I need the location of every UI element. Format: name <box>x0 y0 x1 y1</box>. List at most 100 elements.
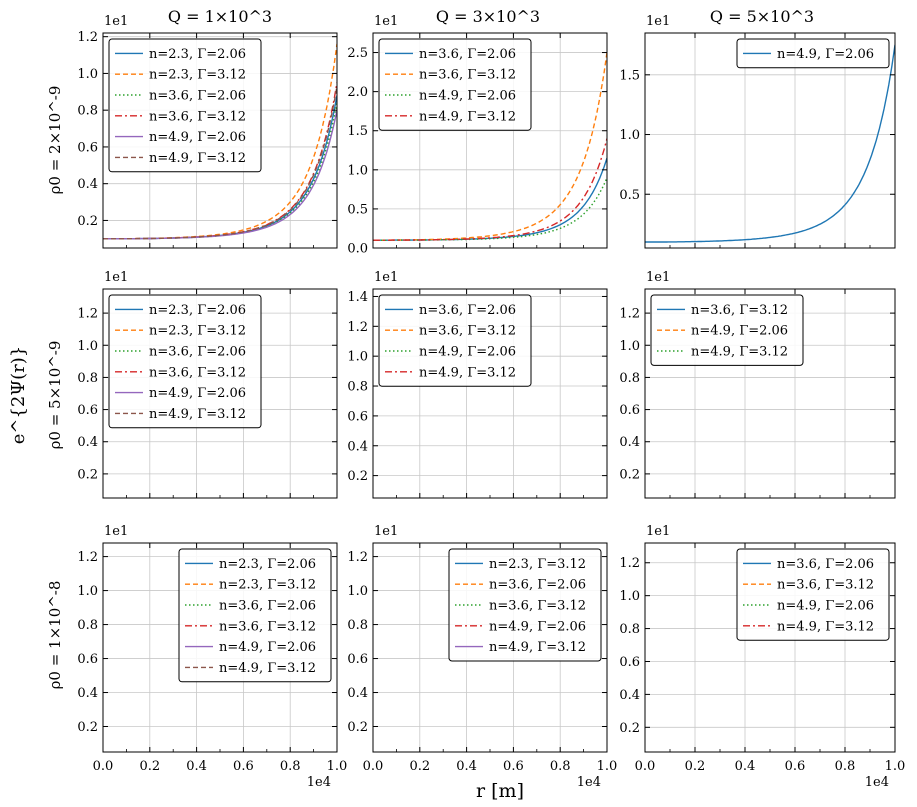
legend-label: n=4.9, Γ=3.12 <box>149 407 246 422</box>
y-tick-label: 1.0 <box>347 584 368 599</box>
legend-label: n=3.6, Γ=2.06 <box>489 578 586 593</box>
panel-r0-c2: 0.5 1.0 1.5 1e1 n=4.9, Γ=2.06 <box>619 14 896 249</box>
y-tick-label: 2.5 <box>347 46 368 61</box>
x-tick-label: 1.0 <box>885 759 906 774</box>
y-tick-label: 1.2 <box>77 550 98 565</box>
panel-r2-c0: 0.0 0.2 0.4 0.6 0.8 1.0 0.2 0.4 0.6 0.8 1.0 1.2 1e1 1… <box>77 524 347 790</box>
y-tick-label: 0.6 <box>619 655 640 670</box>
y-tick-label: 1.0 <box>77 584 98 599</box>
legend-label: n=4.9, Γ=2.06 <box>419 89 516 104</box>
x-tick-label: 0.2 <box>139 759 160 774</box>
legend-label: n=3.6, Γ=3.12 <box>149 109 246 124</box>
legend-label: n=3.6, Γ=3.12 <box>419 68 516 83</box>
legend: n=2.3, Γ=3.12 n=3.6, Γ=2.06 n=3.6, Γ=3.12 n… <box>448 548 602 662</box>
x-tick-label: 0.2 <box>685 759 706 774</box>
y-tick-label: 0.5 <box>347 202 368 217</box>
series-line-3 <box>103 82 337 240</box>
y-offset-label: 1e1 <box>374 524 398 539</box>
x-offset-label: 1e4 <box>865 775 889 790</box>
legend-frame <box>650 294 804 366</box>
legend-label: n=3.6, Γ=2.06 <box>149 345 246 360</box>
legend-label: n=4.9, Γ=3.12 <box>149 151 246 166</box>
y-tick-label: 2.0 <box>347 85 368 100</box>
legend: n=3.6, Γ=2.06 n=3.6, Γ=3.12 n=4.9, Γ=2.06 n… <box>378 294 532 387</box>
legend-label: n=4.9, Γ=2.06 <box>777 599 874 614</box>
x-tick-label: 0.6 <box>503 759 524 774</box>
y-tick-label: 0.4 <box>347 686 368 701</box>
series-line-3 <box>373 138 607 241</box>
y-tick-label: 0.8 <box>619 622 640 637</box>
x-tick-label: 0.0 <box>635 759 656 774</box>
legend-label: n=4.9, Γ=3.12 <box>777 619 874 634</box>
legend-label: n=2.3, Γ=2.06 <box>149 47 246 62</box>
legend-label: n=2.3, Γ=2.06 <box>219 557 316 572</box>
y-tick-label: 1.0 <box>347 350 368 365</box>
y-tick-label: 1.0 <box>619 589 640 604</box>
y-tick-label: 0.6 <box>77 403 98 418</box>
y-tick-label: 0.2 <box>347 720 368 735</box>
y-tick-label: 1.0 <box>77 339 98 354</box>
y-tick-label: 0.4 <box>77 686 98 701</box>
series-line-0 <box>645 44 895 243</box>
legend-frame <box>108 38 262 173</box>
y-axis-label: e^{2Ψ(r)} <box>8 346 29 445</box>
y-offset-label: 1e1 <box>104 524 128 539</box>
y-tick-label: 1.2 <box>347 550 368 565</box>
y-tick-label: 0.8 <box>347 618 368 633</box>
legend-label: n=3.6, Γ=2.06 <box>149 89 246 104</box>
x-offset-label: 1e4 <box>307 775 331 790</box>
legend-frame <box>448 548 602 662</box>
y-offset-label: 1e1 <box>374 270 398 285</box>
row-label-rho-2e-9: ρ0 = 2×10^-9 <box>46 86 64 195</box>
legend-label: n=2.3, Γ=3.12 <box>149 324 246 339</box>
series-line-5 <box>103 86 337 240</box>
legend-label: n=3.6, Γ=2.06 <box>419 47 516 62</box>
legend-label: n=4.9, Γ=3.12 <box>489 640 586 655</box>
legend-frame <box>108 294 262 429</box>
y-tick-label: 1.5 <box>347 124 368 139</box>
x-tick-label: 1.0 <box>327 759 348 774</box>
legend-label: n=3.6, Γ=2.06 <box>419 303 516 318</box>
x-tick-label: 0.6 <box>233 759 254 774</box>
legend: n=2.3, Γ=2.06 n=2.3, Γ=3.12 n=3.6, Γ=2.06 n… <box>108 294 262 429</box>
column-title-q3: Q = 3×10^3 <box>436 7 540 26</box>
series-line-2 <box>373 177 607 241</box>
y-offset-label: 1e1 <box>104 14 128 29</box>
y-tick-label: 0.6 <box>77 652 98 667</box>
legend-label: n=4.9, Γ=2.06 <box>149 130 246 145</box>
x-tick-label: 0.4 <box>456 759 477 774</box>
legend-label: n=3.6, Γ=3.12 <box>777 578 874 593</box>
x-tick-label: 0.8 <box>280 759 301 774</box>
x-tick-label: 0.0 <box>363 759 384 774</box>
series-line-1 <box>373 52 607 241</box>
legend-label: n=3.6, Γ=2.06 <box>219 599 316 614</box>
y-tick-label: 1.2 <box>77 30 98 45</box>
y-tick-label: 0.2 <box>619 467 640 482</box>
y-tick-label: 0.4 <box>619 688 640 703</box>
legend-frame <box>178 548 332 683</box>
y-tick-label: 0.4 <box>77 435 98 450</box>
y-offset-label: 1e1 <box>104 270 128 285</box>
y-tick-label: 0.2 <box>77 720 98 735</box>
y-tick-label: 0.6 <box>619 403 640 418</box>
legend-label: n=4.9, Γ=2.06 <box>149 386 246 401</box>
y-tick-label: 0.8 <box>77 104 98 119</box>
x-tick-label: 1.0 <box>597 759 618 774</box>
legend-frame <box>736 548 890 641</box>
x-tick-label: 0.4 <box>735 759 756 774</box>
legend-label: n=4.9, Γ=2.06 <box>489 619 586 634</box>
y-tick-label: 0.2 <box>77 214 98 229</box>
y-tick-label: 0.6 <box>347 409 368 424</box>
y-tick-label: 1.0 <box>619 339 640 354</box>
legend: n=2.3, Γ=2.06 n=2.3, Γ=3.12 n=3.6, Γ=2.06 n… <box>108 38 262 173</box>
y-tick-label: 1.2 <box>619 307 640 322</box>
legend-label: n=3.6, Γ=3.12 <box>489 599 586 614</box>
y-tick-label: 1.0 <box>347 163 368 178</box>
series-line-0 <box>373 157 607 241</box>
legend: n=3.6, Γ=3.12 n=4.9, Γ=2.06 n=4.9, Γ=3.12 <box>650 294 804 366</box>
